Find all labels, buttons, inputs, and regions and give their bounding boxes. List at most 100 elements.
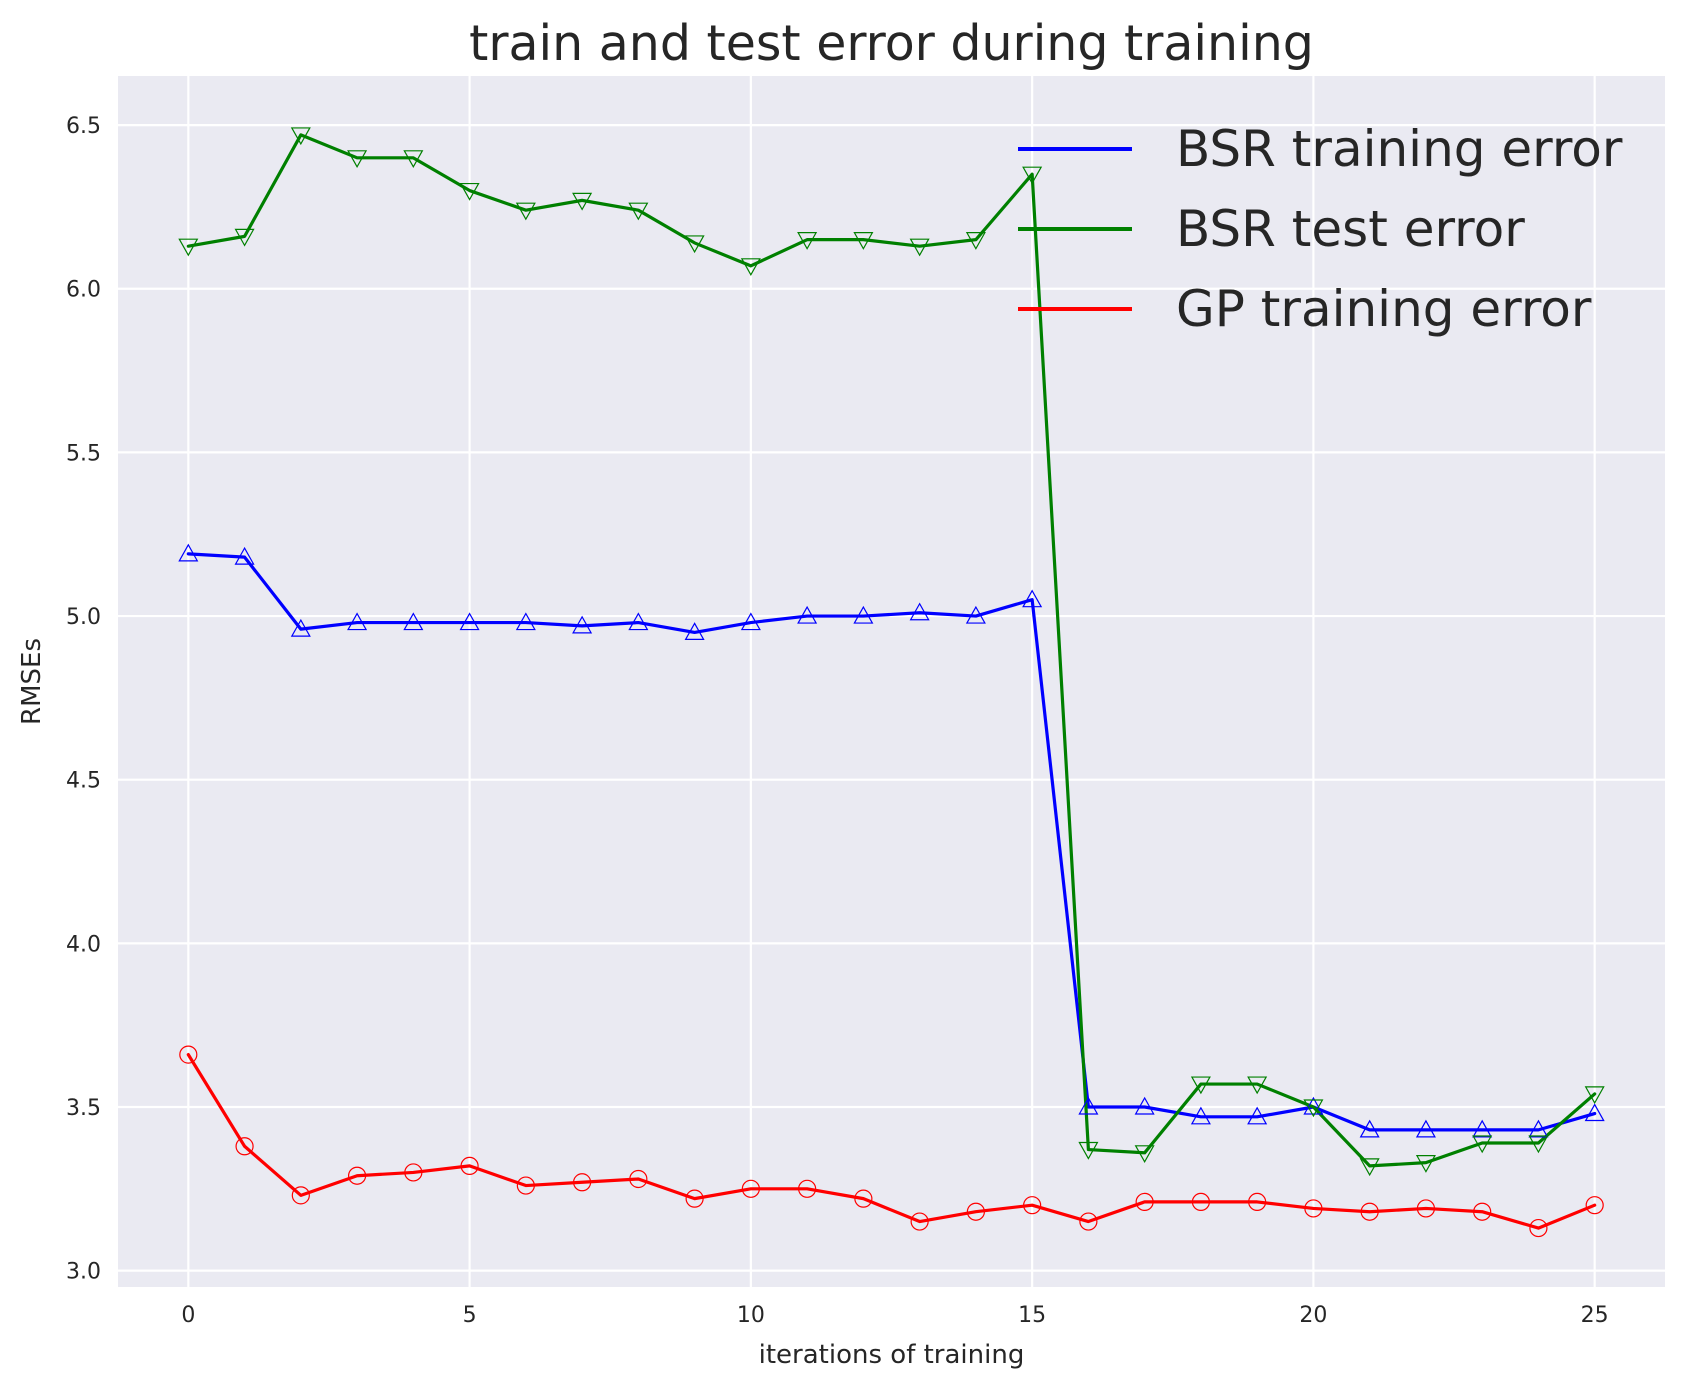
data-point-triangle-up (1303, 1096, 1324, 1115)
data-point-triangle-down (178, 238, 199, 257)
data-point-triangle-down (403, 150, 424, 169)
data-point-triangle-up (1472, 1119, 1493, 1138)
data-point-circle (1191, 1192, 1211, 1212)
data-point-circle (404, 1163, 423, 1182)
data-point-triangle-up (515, 612, 536, 631)
data-point-triangle-down (1472, 1135, 1493, 1154)
x-tick-labels: 0 5 10 15 20 25 (181, 1303, 1608, 1328)
data-point-triangle-down (965, 232, 986, 250)
data-point-triangle-down (1247, 1076, 1268, 1095)
data-point-circle (741, 1179, 760, 1198)
chart-title: train and test error during training (469, 15, 1314, 72)
y-axis-label: RMSEs (17, 638, 47, 725)
data-point-circle (572, 1173, 592, 1192)
data-point-triangle-down (515, 202, 536, 221)
x-tick-label: 15 (1018, 1303, 1046, 1328)
series-line-2 (186, 133, 1597, 1168)
data-point-triangle-up (1134, 1096, 1155, 1115)
data-point-triangle-down (909, 238, 930, 257)
data-point-triangle-up (740, 612, 761, 631)
data-point-triangle-down (1528, 1135, 1549, 1154)
legend: BSR training error BSR test error GP train… (1018, 120, 1623, 338)
data-point-circle (1135, 1192, 1154, 1212)
data-point-circle (235, 1137, 254, 1156)
data-point-triangle-down (628, 202, 649, 221)
data-point-circle (1079, 1212, 1098, 1231)
data-point-triangle-down (797, 232, 818, 250)
data-point-triangle-up (1190, 1106, 1211, 1125)
data-point-triangle-down (684, 235, 705, 254)
data-point-circle (179, 1045, 198, 1064)
x-tick-label: 5 (463, 1303, 477, 1328)
data-point-triangle-up (853, 605, 874, 624)
data-point-triangle-up (234, 546, 255, 565)
data-point-triangle-up (797, 605, 818, 624)
data-point-triangle-up (459, 612, 480, 631)
data-point-triangle-up (965, 605, 986, 624)
data-point-circle (1248, 1192, 1267, 1212)
y-tick-label: 6.0 (66, 278, 101, 303)
data-point-triangle-up (628, 612, 649, 631)
x-tick-label: 25 (1581, 1303, 1609, 1328)
y-tick-label: 5.0 (66, 605, 101, 630)
data-point-circle (1416, 1199, 1436, 1218)
series-line-1 (186, 552, 1597, 1132)
series-line-3 (186, 1053, 1597, 1230)
x-tick-label: 10 (737, 1303, 765, 1328)
data-point-triangle-down (1078, 1141, 1099, 1160)
data-point-triangle-up (1584, 1103, 1605, 1122)
data-point-circle (629, 1169, 648, 1189)
series-markers (178, 127, 1605, 1238)
data-point-triangle-down (1190, 1076, 1211, 1095)
data-point-triangle-down (1415, 1155, 1436, 1173)
y-tick-label: 3.5 (66, 1096, 101, 1121)
series-lines (186, 133, 1597, 1230)
data-point-triangle-up (684, 622, 705, 641)
data-point-triangle-up (909, 602, 930, 621)
data-point-triangle-down (1303, 1099, 1324, 1118)
y-tick-label: 4.5 (66, 769, 101, 794)
data-point-triangle-up (1415, 1119, 1436, 1138)
y-tick-label: 3.0 (66, 1260, 101, 1285)
data-point-triangle-up (1247, 1106, 1268, 1125)
data-point-circle (854, 1189, 873, 1208)
data-point-circle (1360, 1202, 1379, 1221)
data-point-triangle-down (853, 232, 874, 250)
data-point-circle (966, 1202, 985, 1221)
data-point-triangle-up (1022, 589, 1043, 608)
y-tick-label: 5.5 (66, 441, 101, 466)
y-tick-label: 4.0 (66, 932, 101, 957)
legend-label: BSR test error (1176, 200, 1525, 258)
data-point-triangle-down (234, 228, 255, 247)
x-axis-label: iterations of training (759, 1340, 1025, 1370)
data-point-triangle-down (290, 127, 311, 146)
data-point-circle (1304, 1199, 1323, 1218)
data-point-triangle-up (572, 615, 593, 634)
x-tick-label: 20 (1299, 1303, 1327, 1328)
data-point-triangle-down (1359, 1158, 1380, 1177)
data-point-triangle-up (1528, 1119, 1549, 1138)
data-point-circle (1473, 1202, 1492, 1221)
data-point-circle (685, 1189, 704, 1208)
data-point-triangle-up (1359, 1119, 1380, 1138)
data-point-triangle-up (1078, 1096, 1099, 1115)
data-point-triangle-down (459, 182, 480, 201)
data-point-triangle-down (347, 150, 368, 169)
data-point-triangle-down (572, 192, 593, 211)
data-point-circle (1023, 1196, 1042, 1215)
data-point-triangle-up (290, 618, 311, 637)
data-point-circle (291, 1186, 310, 1205)
data-point-circle (347, 1166, 367, 1185)
data-point-triangle-down (1022, 166, 1043, 185)
data-point-triangle-up (178, 543, 199, 562)
data-point-circle (516, 1176, 535, 1195)
data-point-circle (910, 1212, 929, 1231)
data-point-triangle-down (1584, 1086, 1605, 1105)
x-tick-label: 0 (181, 1303, 195, 1328)
data-point-circle (460, 1156, 479, 1176)
y-tick-labels: 3.0 3.5 4.0 4.5 5.0 5.5 6.0 6.5 (66, 114, 101, 1285)
plot-background (118, 76, 1665, 1287)
data-point-circle (798, 1179, 817, 1198)
data-point-circle (1585, 1196, 1604, 1215)
data-point-triangle-up (347, 612, 368, 631)
